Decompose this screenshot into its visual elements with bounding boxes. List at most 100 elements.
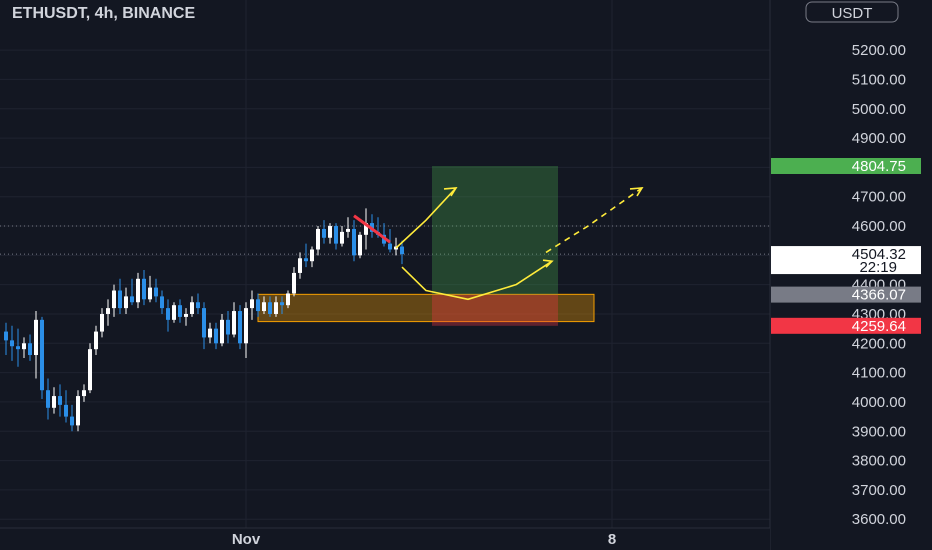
candle-body — [136, 278, 140, 303]
candle-body — [298, 258, 302, 273]
candle-body — [46, 390, 50, 408]
candle — [286, 290, 290, 309]
chart-title: ETHUSDT, 4h, BINANCE — [12, 5, 195, 22]
candle — [4, 322, 8, 356]
arrowhead — [443, 186, 458, 197]
candle — [70, 404, 74, 432]
entry-price-label-bg — [771, 286, 921, 303]
candle-body — [34, 319, 38, 356]
candle-body — [220, 319, 224, 344]
candles — [4, 208, 404, 432]
candle-body — [262, 302, 266, 312]
position-profit-zone — [432, 165, 558, 295]
candle — [226, 311, 230, 344]
candle — [220, 313, 224, 347]
candle — [16, 328, 20, 367]
candle — [130, 278, 134, 306]
trend-line — [353, 214, 391, 244]
candle-body — [154, 287, 158, 297]
candle-body — [340, 231, 344, 244]
candle — [190, 296, 194, 317]
candle — [10, 325, 14, 361]
candle — [262, 296, 266, 314]
candle — [214, 322, 218, 350]
candle — [142, 270, 146, 306]
candle — [346, 217, 350, 238]
candle — [124, 287, 128, 314]
candle-body — [232, 311, 236, 335]
candle — [310, 246, 314, 268]
candle-body — [58, 396, 62, 405]
candle — [328, 223, 332, 244]
stop-price-label: 4259.64 — [771, 317, 921, 335]
candle — [268, 296, 272, 317]
candle-body — [22, 343, 26, 350]
candle — [196, 293, 200, 314]
candle-body — [16, 346, 20, 350]
candle — [40, 316, 44, 399]
target-price-label: 4804.75 — [771, 157, 921, 175]
candle — [64, 390, 68, 423]
candle-body — [316, 228, 320, 250]
arrowhead — [629, 186, 644, 197]
drawing-zones — [257, 165, 595, 326]
y-tick-label: 3900.00 — [852, 423, 906, 440]
drawings — [353, 186, 644, 301]
candle-body — [388, 243, 392, 250]
candle-body — [358, 234, 362, 256]
candle — [322, 220, 326, 244]
candle-body — [160, 296, 164, 309]
candle-body — [196, 302, 200, 309]
curve-arrowhead — [542, 259, 554, 268]
y-tick-label: 4200.00 — [852, 335, 906, 352]
y-tick-label: 4600.00 — [852, 218, 906, 235]
candle — [244, 302, 248, 358]
candle — [88, 343, 92, 394]
arrow-path — [395, 187, 457, 249]
y-tick-label: 3800.00 — [852, 453, 906, 470]
candle-body — [208, 328, 212, 338]
candle-body — [10, 340, 14, 347]
candle — [358, 231, 362, 259]
candle-body — [304, 258, 308, 262]
candle-body — [400, 246, 404, 255]
candle — [178, 299, 182, 323]
candle-body — [112, 290, 116, 309]
position-loss-zone — [432, 294, 558, 326]
candle-body — [250, 299, 254, 309]
candle-body — [184, 313, 188, 317]
entry-price-label-text: 4366.07 — [852, 287, 906, 304]
candle — [340, 226, 344, 247]
currency-button[interactable]: USDT — [805, 1, 899, 23]
candle-body — [364, 223, 368, 235]
currency-label: USDT — [832, 5, 873, 22]
candle-body — [268, 302, 272, 314]
time-scale[interactable]: Nov 8 — [232, 531, 616, 548]
candle-body — [100, 313, 104, 332]
candle — [166, 299, 170, 332]
y-tick-label: 3600.00 — [852, 511, 906, 528]
candle-body — [178, 305, 182, 317]
candle-body — [64, 404, 68, 417]
candle — [238, 305, 242, 350]
candle-body — [256, 299, 260, 312]
candle-body — [118, 290, 122, 309]
y-tick-label: 3700.00 — [852, 482, 906, 499]
x-tick-label: Nov — [232, 531, 261, 548]
price-scale[interactable]: 5200.005100.005000.004900.004800.004700.… — [852, 42, 906, 528]
candle — [208, 322, 212, 344]
candle — [202, 302, 206, 350]
candle — [316, 226, 320, 256]
y-tick-label: 4700.00 — [852, 189, 906, 206]
candle-body — [334, 226, 338, 244]
candle — [76, 390, 80, 432]
candle — [298, 252, 302, 279]
candle — [100, 308, 104, 338]
candle — [400, 240, 404, 265]
candle-body — [346, 228, 350, 232]
candle-body — [82, 390, 86, 397]
candle-body — [322, 228, 326, 238]
candle — [304, 243, 308, 268]
